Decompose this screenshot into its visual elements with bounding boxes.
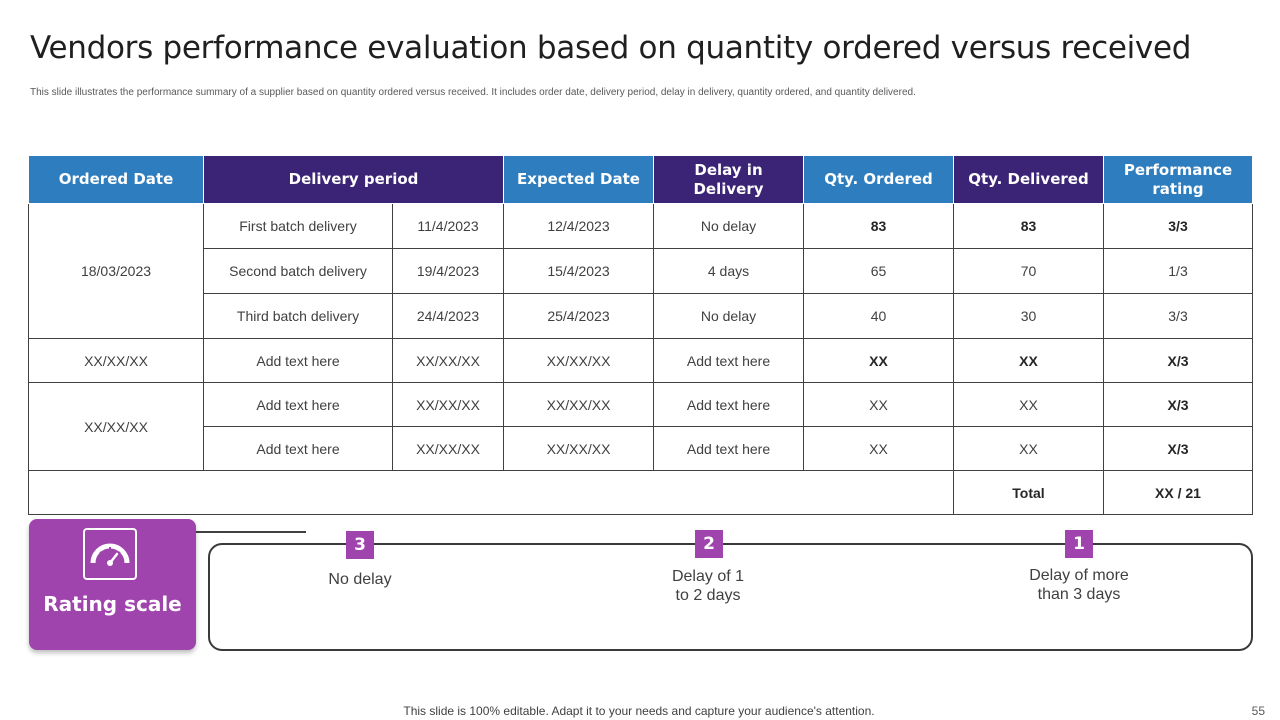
connector-line [149, 531, 306, 533]
total-spacer-cell [28, 470, 954, 515]
delay-cell: No delay [653, 293, 804, 339]
batch-cell: Add text here [203, 338, 393, 383]
expected-date-cell: XX/XX/XX [503, 382, 654, 427]
score-badge-2: 2 [695, 530, 723, 558]
expected-date-cell: 15/4/2023 [503, 248, 654, 294]
total-value-cell: XX / 21 [1103, 470, 1253, 515]
rating-cell: 3/3 [1103, 203, 1253, 249]
ordered-date-cell: 18/03/2023 [28, 203, 204, 339]
table-row: Add text here XX/XX/XX XX/XX/XX Add text… [29, 426, 1253, 471]
rating-cell: 1/3 [1103, 248, 1253, 294]
batch-cell: Third batch delivery [203, 293, 393, 339]
ordered-date-cell: XX/XX/XX [28, 382, 204, 471]
qty-delivered-cell: 30 [953, 293, 1104, 339]
qty-ordered-cell: 65 [803, 248, 954, 294]
expected-date-cell: XX/XX/XX [503, 338, 654, 383]
delay-cell: Add text here [653, 426, 804, 471]
delay-cell: 4 days [653, 248, 804, 294]
qty-delivered-cell: XX [953, 426, 1104, 471]
table-row: XX/XX/XX Add text here XX/XX/XX XX/XX/XX… [28, 382, 1253, 471]
rating-scale-label: Rating scale [43, 592, 182, 616]
header-expected-date: Expected Date [503, 155, 654, 204]
table-row: 18/03/2023 First batch delivery 11/4/202… [28, 203, 1253, 339]
performance-table: Ordered Date Delivery period Expected Da… [28, 155, 1253, 515]
delivery-date-cell: 24/4/2023 [392, 293, 504, 339]
delivery-date-cell: XX/XX/XX [392, 338, 504, 383]
delivery-date-cell: XX/XX/XX [392, 426, 504, 471]
page-number: 55 [1251, 704, 1265, 718]
speedometer-icon [83, 528, 137, 580]
table-row: Second batch delivery 19/4/2023 15/4/202… [29, 248, 1253, 294]
header-qty-ordered: Qty. Ordered [803, 155, 954, 204]
delivery-date-cell: XX/XX/XX [392, 382, 504, 427]
qty-ordered-cell: 83 [803, 203, 954, 249]
delay-cell: Add text here [653, 338, 804, 383]
qty-delivered-cell: XX [953, 382, 1104, 427]
expected-date-cell: 12/4/2023 [503, 203, 654, 249]
qty-ordered-cell: XX [803, 426, 954, 471]
table-row: Third batch delivery 24/4/2023 25/4/2023… [29, 293, 1253, 339]
delay-cell: Add text here [653, 382, 804, 427]
qty-ordered-cell: XX [803, 382, 954, 427]
header-delay: Delay in Delivery [653, 155, 804, 204]
batch-cell: Add text here [203, 426, 393, 471]
batch-cell: First batch delivery [203, 203, 393, 249]
score-badge-3: 3 [346, 531, 374, 559]
batch-cell: Add text here [203, 382, 393, 427]
scale-text-delay-more-3: Delay of more than 3 days [1029, 567, 1129, 603]
header-qty-delivered: Qty. Delivered [953, 155, 1104, 204]
qty-delivered-cell: 70 [953, 248, 1104, 294]
scale-text-no-delay: No delay [328, 571, 392, 588]
scale-text-delay-1-2: Delay of 1 to 2 days [671, 568, 745, 604]
page-subtitle: This slide illustrates the performance s… [30, 87, 916, 98]
header-delivery-period: Delivery period [203, 155, 504, 204]
table-header-row: Ordered Date Delivery period Expected Da… [28, 155, 1253, 204]
total-label-cell: Total [953, 470, 1104, 515]
header-rating: Performance rating [1103, 155, 1253, 204]
expected-date-cell: 25/4/2023 [503, 293, 654, 339]
rating-scale-card: Rating scale [29, 519, 196, 650]
expected-date-cell: XX/XX/XX [503, 426, 654, 471]
header-ordered-date: Ordered Date [28, 155, 204, 204]
delay-cell: No delay [653, 203, 804, 249]
table-row: XX/XX/XX Add text here XX/XX/XX XX/XX/XX… [28, 338, 1253, 383]
page-title: Vendors performance evaluation based on … [30, 30, 1192, 66]
rating-cell: X/3 [1103, 338, 1253, 383]
qty-delivered-cell: XX [953, 338, 1104, 383]
rating-scale-box [208, 543, 1253, 651]
total-row: Total XX / 21 [28, 470, 1253, 515]
qty-ordered-cell: XX [803, 338, 954, 383]
batch-cell: Second batch delivery [203, 248, 393, 294]
rating-cell: X/3 [1103, 426, 1253, 471]
footer-note: This slide is 100% editable. Adapt it to… [403, 704, 875, 718]
qty-ordered-cell: 40 [803, 293, 954, 339]
rating-cell: X/3 [1103, 382, 1253, 427]
delivery-date-cell: 11/4/2023 [392, 203, 504, 249]
ordered-date-cell: XX/XX/XX [28, 338, 204, 383]
rating-cell: 3/3 [1103, 293, 1253, 339]
qty-delivered-cell: 83 [953, 203, 1104, 249]
delivery-date-cell: 19/4/2023 [392, 248, 504, 294]
score-badge-1: 1 [1065, 530, 1093, 558]
